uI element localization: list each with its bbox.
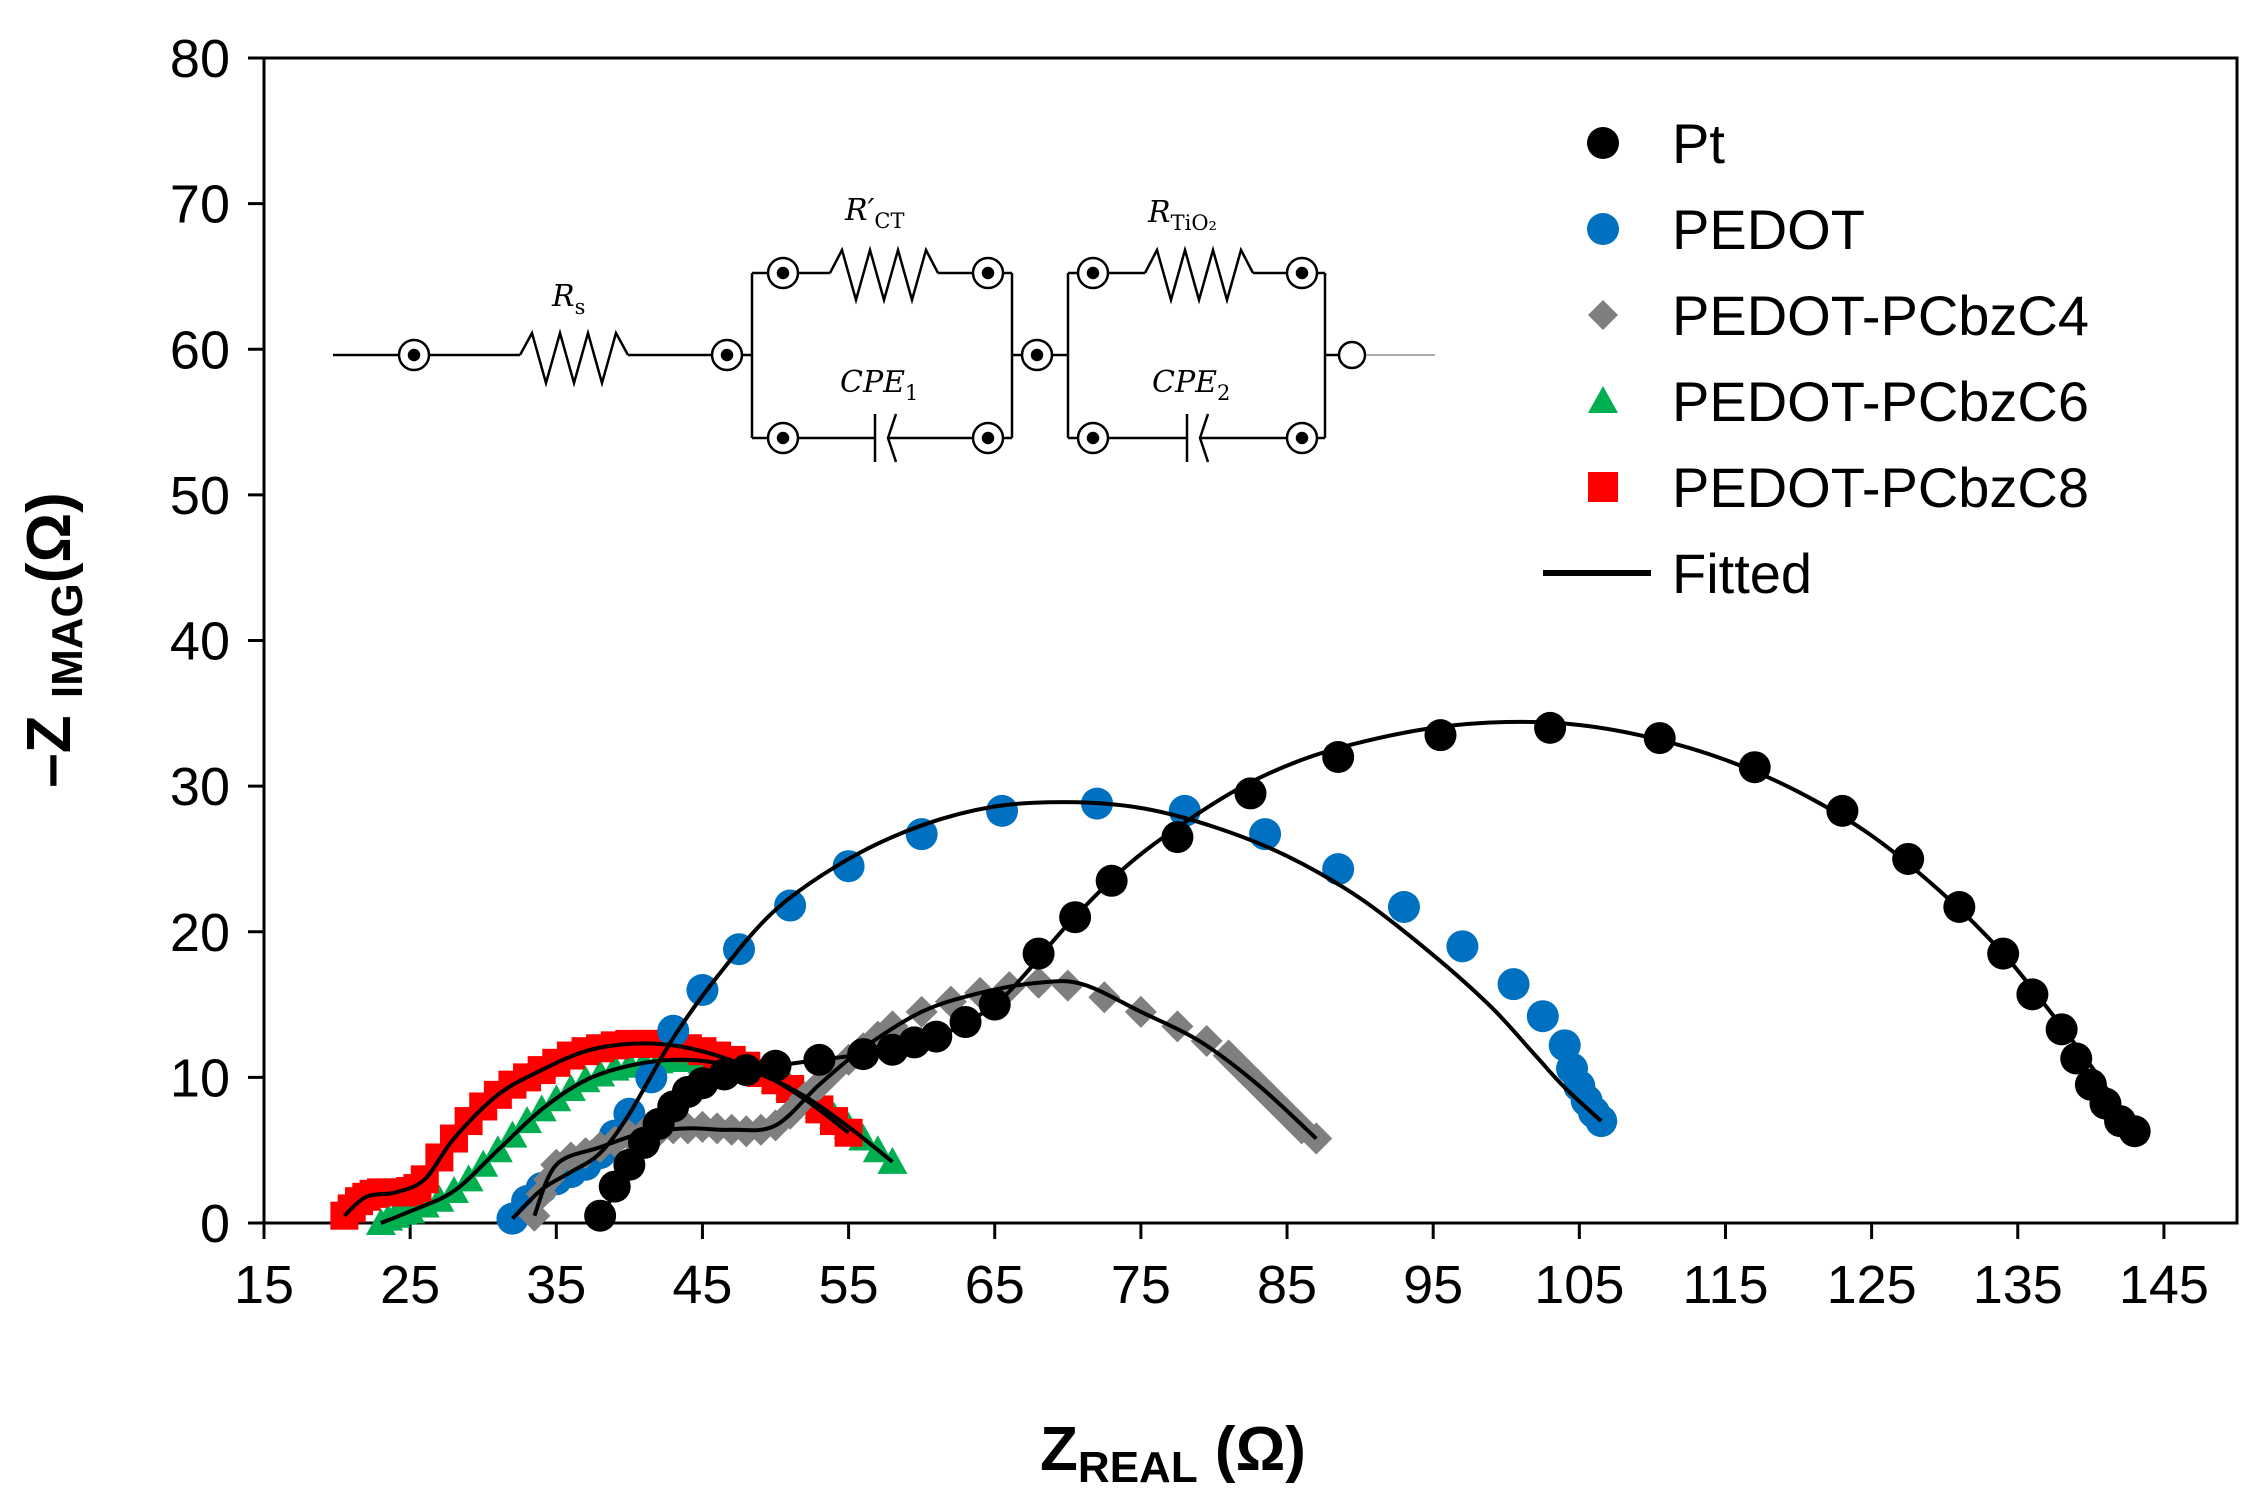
rct-label: R′CT: [844, 193, 904, 233]
x-tick-label: 35: [526, 1255, 586, 1315]
legend-item: PEDOT-PCbzC8: [1588, 456, 2089, 519]
data-point: [832, 850, 865, 883]
series-pt: [584, 711, 2151, 1232]
data-point: [1526, 1000, 1559, 1033]
data-point: [986, 794, 1019, 827]
rtio2-label: RTiO₂: [1147, 195, 1217, 235]
legend-item: Pt: [1587, 112, 1725, 175]
data-point: [2060, 1042, 2093, 1075]
data-point: [1534, 711, 1567, 744]
legend-label: PEDOT: [1672, 198, 1865, 261]
circuit-node: [1086, 431, 1100, 445]
x-tick-label: 55: [819, 1255, 879, 1315]
circuit-node: [981, 431, 995, 445]
fitted-curve-pt: [598, 719, 2137, 1217]
y-tick-label: 70: [170, 175, 230, 235]
resistor-rs-icon: [518, 328, 630, 388]
legend: Pt PEDOT PEDOT-PCbzC4 PEDOT-PCbzC6 PEDOT-PCb…: [1543, 112, 2089, 605]
x-tick-label: 15: [234, 1255, 294, 1315]
y-tick-label: 60: [170, 320, 230, 380]
legend-label: PEDOT-PCbzC6: [1672, 370, 2089, 433]
x-tick-label: 125: [1827, 1255, 1917, 1315]
x-tick-label: 95: [1403, 1255, 1463, 1315]
resistor-rct-icon: [828, 245, 940, 305]
circuit-node: [720, 348, 734, 362]
circuit-node: [981, 266, 995, 280]
data-point: [1022, 937, 1055, 970]
fitted-curve-pedot: [511, 800, 1603, 1221]
series-pedot-pcbzc4: [518, 966, 1333, 1232]
data-point: [1892, 842, 1925, 875]
x-tick-label: 25: [380, 1255, 440, 1315]
x-axis: 15 25 35 45 55 65 75 85 95 105 115 125 135 145: [234, 1223, 2209, 1315]
data-point: [686, 974, 719, 1006]
x-tick-label: 85: [1257, 1255, 1317, 1315]
circuit-node: [776, 266, 790, 280]
legend-label: Pt: [1672, 112, 1725, 175]
y-axis: 0 10 20 30 40 50 60 70 80: [170, 29, 264, 1254]
y-axis-title: –Z IMAG(Ω): [15, 492, 92, 788]
y-tick-label: 30: [170, 757, 230, 817]
y-tick-label: 20: [170, 903, 230, 963]
data-point: [1322, 853, 1355, 886]
fitted-curve-pedot-pcbzc8: [343, 1041, 850, 1218]
fitted-curves: [343, 719, 2137, 1225]
fitted-curve-pedot-pcbzc6: [380, 1057, 894, 1225]
legend-marker-icon: [1588, 386, 1618, 413]
data-point: [774, 889, 807, 922]
circuit-node: [1295, 431, 1309, 445]
legend-marker-icon: [1588, 300, 1618, 330]
x-tick-label: 115: [1682, 1255, 1768, 1315]
equivalent-circuit-inset: Rs R′CT RTiO₂ CPE1 CPE2: [333, 193, 1435, 463]
data-point: [1387, 890, 1420, 923]
legend-item: PEDOT-PCbzC6: [1588, 370, 2089, 433]
y-tick-label: 40: [170, 612, 230, 672]
legend-item: PEDOT-PCbzC4: [1588, 284, 2089, 347]
circuit-node: [1295, 266, 1309, 280]
data-point: [1161, 1010, 1194, 1043]
cpe1-label: CPE1: [840, 365, 918, 405]
data-point: [2016, 978, 2049, 1011]
series-pedot: [496, 787, 1618, 1235]
x-tick-label: 135: [1973, 1255, 2063, 1315]
cpe2-label: CPE2: [1152, 365, 1230, 405]
legend-marker-icon: [1587, 127, 1619, 159]
circuit-node: [776, 431, 790, 445]
data-point: [1446, 930, 1479, 963]
x-tick-label: 65: [965, 1255, 1025, 1315]
legend-item: PEDOT: [1587, 198, 1865, 261]
circuit-node: [1086, 266, 1100, 280]
y-tick-label: 0: [200, 1194, 230, 1254]
data-point: [1497, 968, 1530, 1001]
rs-label: Rs: [551, 279, 585, 319]
legend-item: Fitted: [1543, 542, 1812, 605]
legend-label: PEDOT-PCbzC8: [1672, 456, 2089, 519]
x-tick-label: 105: [1534, 1255, 1624, 1315]
legend-label: Fitted: [1672, 542, 1812, 605]
legend-label: PEDOT-PCbzC4: [1672, 284, 2089, 347]
data-point: [1051, 969, 1084, 1002]
legend-marker-icon: [1587, 213, 1619, 245]
x-axis-title: ZREAL (Ω): [1040, 1415, 1306, 1492]
y-tick-label: 50: [170, 466, 230, 526]
y-tick-label: 10: [170, 1048, 230, 1108]
circuit-node: [407, 348, 421, 362]
resistor-rtio2-icon: [1143, 245, 1255, 305]
data-point: [1161, 821, 1194, 854]
data-point: [905, 818, 938, 851]
y-tick-label: 80: [170, 29, 230, 89]
x-tick-label: 45: [672, 1255, 732, 1315]
data-point: [1826, 794, 1859, 827]
circuit-terminal-icon: [1337, 340, 1367, 370]
fitted-curve-pedot-pcbzc4: [532, 979, 1318, 1217]
x-tick-label: 75: [1111, 1255, 1171, 1315]
circuit-node: [1030, 348, 1044, 362]
legend-marker-icon: [1588, 472, 1618, 502]
x-tick-label: 145: [2119, 1255, 2209, 1315]
data-markers: [330, 711, 2151, 1235]
